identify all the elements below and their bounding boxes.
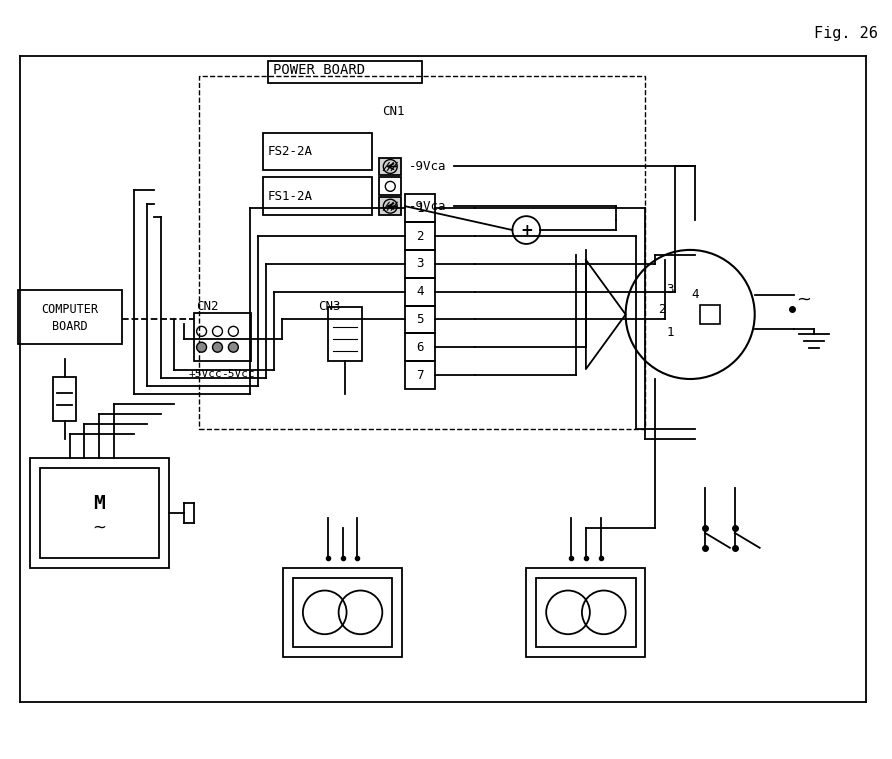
Bar	[379, 197, 401, 215]
Bar	[405, 250, 435, 278]
Circle shape	[228, 342, 238, 352]
Bar	[327, 307, 362, 361]
Text: 1: 1	[666, 326, 674, 339]
Bar	[293, 578, 392, 647]
Text: ~: ~	[797, 291, 812, 309]
Bar	[405, 278, 435, 306]
Circle shape	[384, 200, 397, 213]
Text: ~: ~	[92, 519, 106, 537]
Text: 5: 5	[417, 313, 424, 326]
Bar	[263, 178, 372, 215]
Bar	[536, 578, 635, 647]
Text: CN3: CN3	[318, 301, 340, 313]
Bar	[405, 361, 435, 389]
Text: -9Vca: -9Vca	[409, 160, 447, 173]
Bar	[379, 178, 401, 195]
Bar	[40, 468, 159, 558]
Circle shape	[196, 342, 207, 352]
Bar	[526, 568, 646, 657]
Text: 3: 3	[666, 283, 674, 296]
Bar	[283, 568, 402, 657]
Text: 1: 1	[417, 202, 424, 215]
Text: +: +	[520, 222, 533, 238]
Bar	[405, 333, 435, 361]
Circle shape	[384, 159, 397, 174]
Text: 4: 4	[691, 288, 698, 301]
Text: +5Vcc: +5Vcc	[189, 369, 222, 379]
Bar	[29, 458, 169, 568]
Text: -9Vca: -9Vca	[409, 200, 447, 213]
Bar	[405, 306, 435, 333]
Bar	[700, 304, 720, 324]
Text: 2: 2	[658, 303, 666, 316]
Bar	[379, 158, 401, 175]
Text: 3: 3	[417, 257, 424, 270]
Text: CN2: CN2	[196, 301, 219, 313]
Text: 7: 7	[417, 369, 424, 382]
Bar	[268, 61, 422, 83]
Text: Fig. 26: Fig. 26	[814, 27, 878, 42]
Bar	[53, 377, 77, 420]
Text: FS1-2A: FS1-2A	[268, 190, 313, 203]
Circle shape	[212, 342, 222, 352]
Bar	[194, 313, 252, 361]
Text: COMPUTER: COMPUTER	[41, 303, 98, 316]
Text: -5Vcc: -5Vcc	[221, 369, 255, 379]
Bar	[18, 290, 122, 345]
Bar	[263, 133, 372, 171]
Text: POWER BOARD: POWER BOARD	[273, 63, 365, 77]
Text: 4: 4	[417, 285, 424, 298]
Text: 6: 6	[417, 341, 424, 354]
Bar	[199, 76, 646, 429]
Text: BOARD: BOARD	[52, 320, 87, 333]
Bar	[405, 222, 435, 250]
Bar	[405, 194, 435, 222]
Text: 2: 2	[417, 229, 424, 243]
Text: M: M	[94, 493, 105, 512]
Text: FS2-2A: FS2-2A	[268, 145, 313, 158]
Text: CN1: CN1	[383, 105, 405, 118]
